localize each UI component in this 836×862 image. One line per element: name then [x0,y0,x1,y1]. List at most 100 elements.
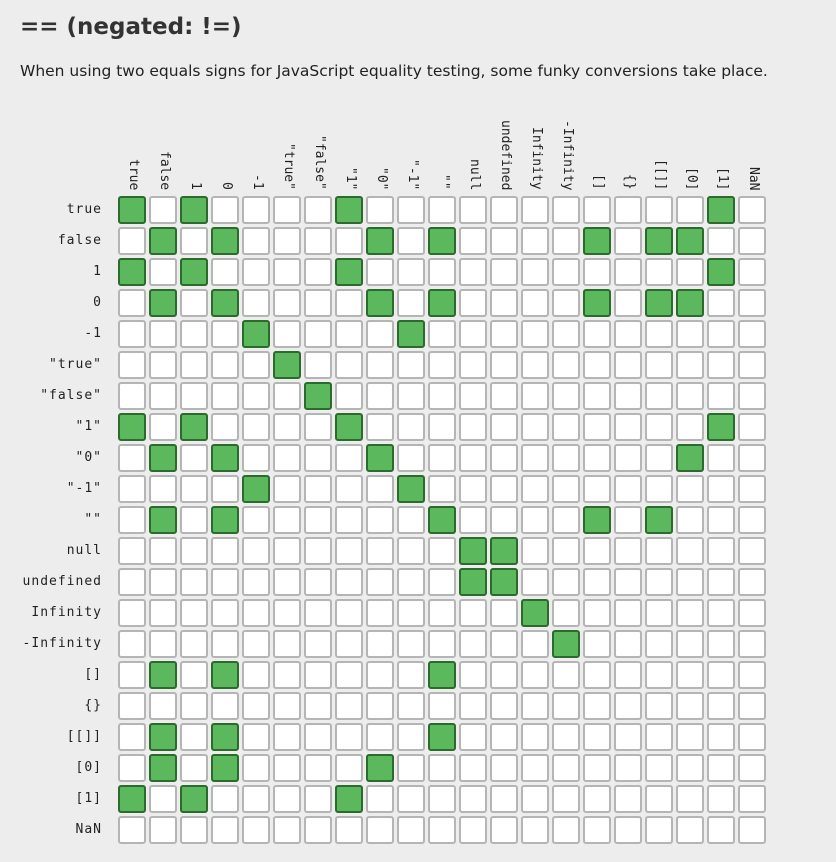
not-equal-cell [707,351,735,379]
not-equal-cell [490,506,518,534]
equal-cell [366,444,394,472]
row-label: true [66,202,102,217]
not-equal-cell [397,258,425,286]
not-equal-cell [118,351,146,379]
not-equal-cell [552,599,580,627]
not-equal-cell [273,382,301,410]
not-equal-cell [149,475,177,503]
not-equal-cell [459,475,487,503]
not-equal-cell [397,382,425,410]
not-equal-cell [459,630,487,658]
not-equal-cell [459,661,487,689]
not-equal-cell [180,289,208,317]
not-equal-cell [366,537,394,565]
not-equal-cell [397,723,425,751]
not-equal-cell [521,692,549,720]
not-equal-cell [211,320,239,348]
not-equal-cell [614,444,642,472]
not-equal-cell [273,692,301,720]
not-equal-cell [583,537,611,565]
not-equal-cell [304,444,332,472]
not-equal-cell [397,537,425,565]
column-label: [[]] [653,158,668,190]
not-equal-cell [180,692,208,720]
not-equal-cell [397,661,425,689]
not-equal-cell [521,444,549,472]
not-equal-cell [366,785,394,813]
not-equal-cell [676,568,704,596]
equal-cell [707,258,735,286]
equal-cell [149,289,177,317]
not-equal-cell [118,227,146,255]
equal-cell [459,537,487,565]
column-label: "-1" [405,158,420,190]
equal-cell [118,258,146,286]
equal-cell [397,475,425,503]
equal-cell [149,444,177,472]
not-equal-cell [180,382,208,410]
not-equal-cell [490,661,518,689]
not-equal-cell [397,351,425,379]
not-equal-cell [521,258,549,286]
not-equal-cell [211,568,239,596]
equal-cell [273,351,301,379]
not-equal-cell [211,816,239,844]
not-equal-cell [428,692,456,720]
not-equal-cell [521,382,549,410]
not-equal-cell [738,351,766,379]
equal-cell [676,289,704,317]
not-equal-cell [304,537,332,565]
not-equal-cell [242,227,270,255]
not-equal-cell [366,506,394,534]
equal-cell [211,227,239,255]
not-equal-cell [676,537,704,565]
not-equal-cell [490,754,518,782]
not-equal-cell [211,630,239,658]
not-equal-cell [552,661,580,689]
not-equal-cell [304,196,332,224]
not-equal-cell [273,599,301,627]
not-equal-cell [614,382,642,410]
not-equal-cell [645,599,673,627]
not-equal-cell [304,320,332,348]
row-label: Infinity [31,605,102,620]
not-equal-cell [738,692,766,720]
not-equal-cell [366,661,394,689]
not-equal-cell [521,475,549,503]
not-equal-cell [521,351,549,379]
not-equal-cell [738,661,766,689]
column-label: undefined [498,119,513,190]
equal-cell [645,506,673,534]
not-equal-cell [118,630,146,658]
not-equal-cell [738,258,766,286]
not-equal-cell [428,413,456,441]
not-equal-cell [304,599,332,627]
not-equal-cell [428,475,456,503]
not-equal-cell [459,444,487,472]
column-label: -1 [250,174,265,190]
not-equal-cell [211,599,239,627]
not-equal-cell [583,599,611,627]
not-equal-cell [428,320,456,348]
row-label: -1 [84,326,102,341]
not-equal-cell [738,723,766,751]
not-equal-cell [707,382,735,410]
not-equal-cell [583,816,611,844]
row-label: -Infinity [22,636,102,651]
not-equal-cell [397,196,425,224]
not-equal-cell [552,289,580,317]
not-equal-cell [273,227,301,255]
not-equal-cell [273,785,301,813]
not-equal-cell [335,289,363,317]
not-equal-cell [738,568,766,596]
not-equal-cell [552,413,580,441]
column-label: "true" [281,143,296,190]
not-equal-cell [273,568,301,596]
equal-cell [428,227,456,255]
equal-cell [428,506,456,534]
not-equal-cell [583,258,611,286]
not-equal-cell [366,692,394,720]
not-equal-cell [707,320,735,348]
column-label: "0" [374,166,389,190]
equal-cell [211,754,239,782]
